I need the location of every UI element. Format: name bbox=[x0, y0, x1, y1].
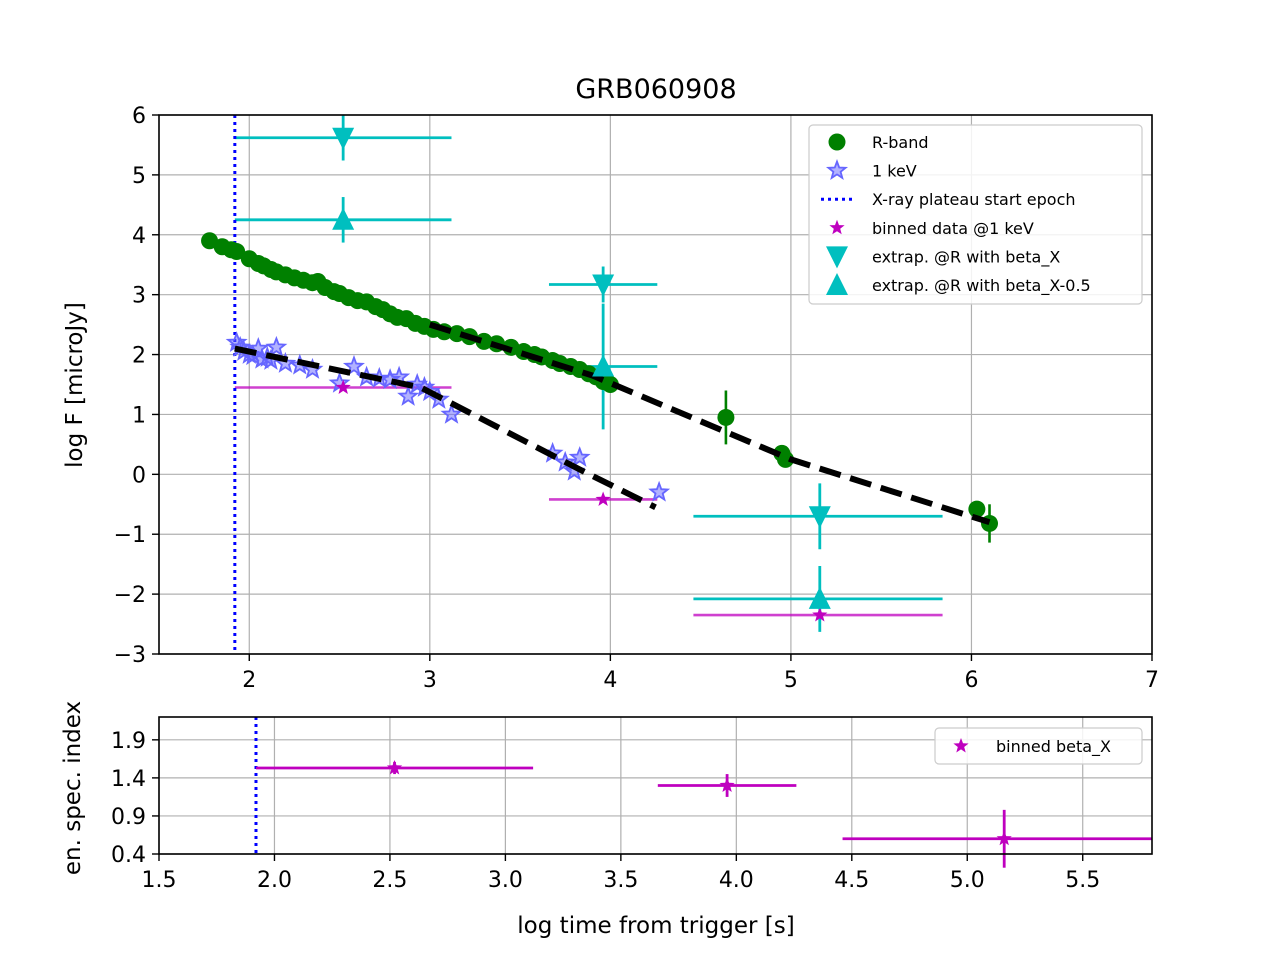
one-kev-point bbox=[648, 480, 671, 502]
top-y-tick-label: −3 bbox=[114, 643, 146, 668]
extrap-beta-x-minus-point bbox=[808, 586, 831, 609]
top-legend-marker-1 bbox=[825, 159, 849, 180]
extrap-beta-x-point bbox=[332, 127, 355, 150]
top-legend-label: 1 keV bbox=[872, 162, 917, 181]
top-legend-marker-4 bbox=[826, 246, 848, 269]
top-y-tick-label: 1 bbox=[132, 403, 146, 428]
bottom-axes-frame bbox=[158, 716, 1153, 855]
top-y-tick-label: 5 bbox=[132, 164, 146, 189]
light-curve-panel: GRB060908 2 3 4 5 6 7 6 5 4 3 2 1 0 −1 −2 −3 log F [mic… bbox=[62, 74, 1159, 693]
top-y-tick-label: −2 bbox=[114, 583, 146, 608]
top-legend: R-band 1 keV X-ray plateau start epoch binn… bbox=[808, 124, 1143, 305]
beta-x-point bbox=[386, 760, 403, 775]
bottom-x-tick-label: 4.5 bbox=[834, 868, 869, 893]
one-kev-point bbox=[247, 337, 270, 358]
beta-x-point bbox=[996, 830, 1012, 846]
beta-x-point bbox=[719, 777, 735, 792]
x-axis-label: log time from trigger [s] bbox=[517, 913, 794, 939]
bottom-x-tick-label: 2.5 bbox=[372, 868, 407, 893]
binned-1kev-point bbox=[595, 491, 611, 506]
extrap-beta-x-minus-point bbox=[592, 354, 615, 377]
bottom-plot-marks bbox=[254, 717, 1152, 868]
one-kev-point bbox=[440, 402, 463, 424]
bottom-y-tick-label: 0.9 bbox=[111, 805, 146, 830]
top-axes-frame bbox=[158, 114, 1153, 655]
top-legend-label: extrap. @R with beta_X-0.5 bbox=[872, 276, 1091, 296]
top-legend-label: extrap. @R with beta_X bbox=[872, 247, 1060, 267]
top-x-tick-label: 6 bbox=[964, 668, 978, 693]
extrap-beta-x-point bbox=[808, 506, 831, 529]
top-x-tick-label: 3 bbox=[423, 668, 437, 693]
bottom-y-tick-label: 1.4 bbox=[111, 767, 146, 792]
top-legend-label: binned data @1 keV bbox=[872, 219, 1034, 238]
bottom-y-tick-label: 0.4 bbox=[111, 843, 146, 868]
top-y-tick-label: 6 bbox=[132, 104, 146, 129]
top-y-tick-label: 3 bbox=[132, 284, 146, 309]
top-legend-box bbox=[808, 124, 1143, 305]
top-legend-label: X-ray plateau start epoch bbox=[872, 190, 1076, 209]
r-band-point bbox=[228, 243, 246, 261]
r-band-point bbox=[201, 232, 219, 250]
bottom-legend: binned beta_X bbox=[934, 727, 1143, 765]
bottom-ticks: 1.5 2.0 2.5 3.0 3.5 4.0 4.5 5.0 5.5 1.9 1.4 0.9 0.4 bbox=[111, 729, 1100, 893]
top-y-tick-label: 0 bbox=[132, 463, 146, 488]
top-y-tick-label: 4 bbox=[132, 224, 146, 249]
top-x-tick-label: 7 bbox=[1145, 668, 1159, 693]
bottom-legend-label: binned beta_X bbox=[996, 737, 1111, 757]
bottom-x-tick-label: 3.5 bbox=[603, 868, 638, 893]
r-band-point bbox=[717, 408, 735, 426]
top-x-tick-label: 5 bbox=[784, 668, 798, 693]
top-ticks: 2 3 4 5 6 7 6 5 4 3 2 1 0 −1 −2 −3 bbox=[114, 104, 1159, 693]
bottom-y-axis-label: en. spec. index bbox=[60, 701, 86, 875]
chart-title: GRB060908 bbox=[575, 74, 736, 105]
binned-1kev-point bbox=[812, 607, 828, 622]
r-band-point bbox=[776, 450, 794, 468]
extrap-beta-x-minus-point bbox=[332, 207, 355, 230]
top-y-axis-label: log F [microJy] bbox=[62, 302, 88, 468]
one-kev-point bbox=[265, 335, 288, 357]
spectral-index-panel: 1.5 2.0 2.5 3.0 3.5 4.0 4.5 5.0 5.51.91.40.90.4 … bbox=[60, 701, 1153, 939]
top-plot-marks bbox=[201, 115, 999, 654]
top-legend-marker-3 bbox=[829, 219, 845, 235]
bottom-legend-marker-0 bbox=[953, 738, 969, 753]
bottom-x-tick-label: 4.0 bbox=[719, 868, 754, 893]
top-legend-label: R-band bbox=[872, 133, 929, 152]
bottom-legend-box bbox=[934, 727, 1143, 765]
one-kev-point bbox=[301, 357, 324, 379]
top-x-tick-label: 2 bbox=[242, 668, 256, 693]
fit-line-1 bbox=[428, 321, 991, 526]
binned-1kev-point bbox=[335, 379, 351, 394]
top-legend-marker-0 bbox=[828, 133, 846, 151]
bottom-x-tick-label: 5.5 bbox=[1065, 868, 1100, 893]
top-y-tick-label: −1 bbox=[114, 523, 146, 548]
bottom-y-tick-label: 1.9 bbox=[111, 729, 146, 754]
top-y-tick-label: 2 bbox=[132, 344, 146, 369]
r-band-point bbox=[601, 376, 619, 393]
one-kev-point bbox=[397, 384, 420, 406]
bottom-x-tick-label: 5.0 bbox=[950, 868, 985, 893]
top-x-tick-label: 4 bbox=[603, 668, 617, 693]
bottom-x-tick-label: 1.5 bbox=[142, 868, 177, 893]
extrap-beta-x-point bbox=[592, 274, 615, 297]
top-legend-marker-5 bbox=[826, 273, 848, 295]
one-kev-point bbox=[342, 354, 365, 376]
bottom-x-tick-label: 3.0 bbox=[488, 868, 523, 893]
one-kev-point bbox=[568, 446, 591, 467]
bottom-x-tick-label: 2.0 bbox=[257, 868, 292, 893]
r-band-point bbox=[968, 500, 986, 518]
